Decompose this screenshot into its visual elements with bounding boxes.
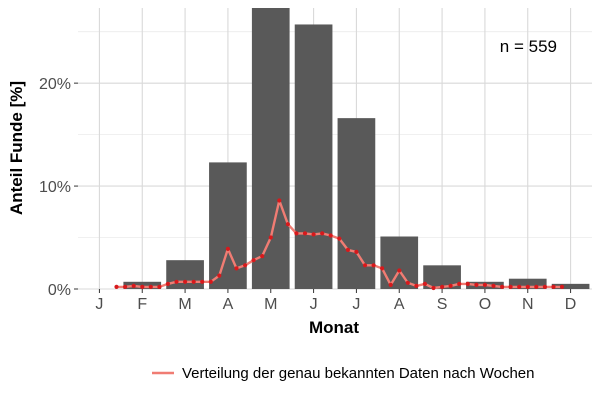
bar-3 [166, 260, 204, 289]
series-point [174, 279, 179, 284]
bar-11 [508, 278, 547, 289]
series-point [191, 279, 196, 284]
series-point [345, 247, 350, 252]
x-tick-label: S [437, 296, 448, 313]
bars [123, 8, 590, 289]
series-point [140, 284, 145, 289]
series-point [285, 222, 290, 227]
series-point [243, 263, 248, 268]
series-point [397, 268, 402, 273]
x-tick-label: J [95, 296, 103, 313]
series-point [114, 284, 119, 289]
series-point [482, 282, 487, 287]
bar-5 [251, 8, 290, 289]
series-point [371, 263, 376, 268]
series-point [448, 283, 453, 288]
x-tick-label: A [394, 296, 405, 313]
series-point [165, 281, 170, 286]
y-tick-label: 20% [39, 76, 71, 93]
series-point [414, 283, 419, 288]
bar-6 [294, 24, 333, 289]
legend: Verteilung der genau bekannten Daten nac… [152, 365, 535, 382]
series-point [517, 284, 522, 289]
series-point [123, 284, 128, 289]
bar-9 [423, 265, 461, 289]
series-point [183, 279, 188, 284]
series-point [157, 284, 162, 289]
x-tick-label: D [565, 296, 577, 313]
y-axis-ticks: 0% 10% 20% [39, 76, 78, 299]
x-tick-label: M [178, 296, 191, 313]
series-point [422, 281, 427, 286]
series-point [294, 231, 299, 236]
series-point [302, 231, 308, 236]
series-point [431, 285, 436, 291]
legend-label: Verteilung der genau bekannten Daten nac… [182, 365, 535, 382]
weekly-line-series [114, 198, 565, 291]
series-point [260, 254, 265, 259]
x-tick-label: J [352, 296, 360, 313]
series-point [551, 284, 556, 289]
series-point [559, 284, 565, 289]
x-axis-title: Monat [309, 318, 359, 337]
series-point [200, 279, 205, 284]
series-point [542, 284, 548, 289]
series-point [251, 258, 256, 263]
sample-size-annotation: n = 559 [500, 37, 557, 56]
x-tick-label: A [223, 296, 234, 313]
x-tick-label: O [479, 296, 491, 313]
series-point [320, 231, 325, 236]
x-tick-label: N [522, 296, 534, 313]
series-point [268, 235, 273, 240]
series-point [354, 249, 359, 254]
series-point [440, 284, 445, 289]
x-tick-label: M [264, 296, 277, 313]
series-point [234, 266, 239, 271]
y-tick-label: 10% [39, 179, 71, 196]
series-point [500, 284, 505, 289]
series-point [148, 284, 153, 289]
series-point [534, 284, 539, 289]
series-point [457, 281, 462, 286]
series-point [208, 279, 213, 284]
series-point [131, 283, 136, 288]
y-axis-title: Anteil Funde [%] [7, 81, 26, 215]
series-point [465, 281, 470, 286]
series-point [491, 283, 496, 288]
bar-12 [551, 283, 590, 289]
bar-8 [380, 236, 419, 289]
series-point [525, 284, 530, 289]
bar-4 [209, 162, 247, 289]
series-point [225, 246, 230, 251]
series-point [362, 263, 368, 268]
series-point [405, 280, 410, 285]
series-point [388, 282, 393, 287]
series-point [311, 232, 316, 237]
series-point [508, 284, 513, 289]
bar-7 [337, 118, 376, 289]
series-point [217, 273, 222, 278]
series-point [328, 233, 333, 238]
y-tick-label: 0% [48, 282, 71, 299]
series-point [474, 282, 479, 287]
series-point [337, 236, 342, 241]
x-tick-label: F [137, 296, 147, 313]
series-point [380, 266, 385, 271]
x-tick-label: J [310, 296, 318, 313]
series-point [277, 198, 282, 203]
